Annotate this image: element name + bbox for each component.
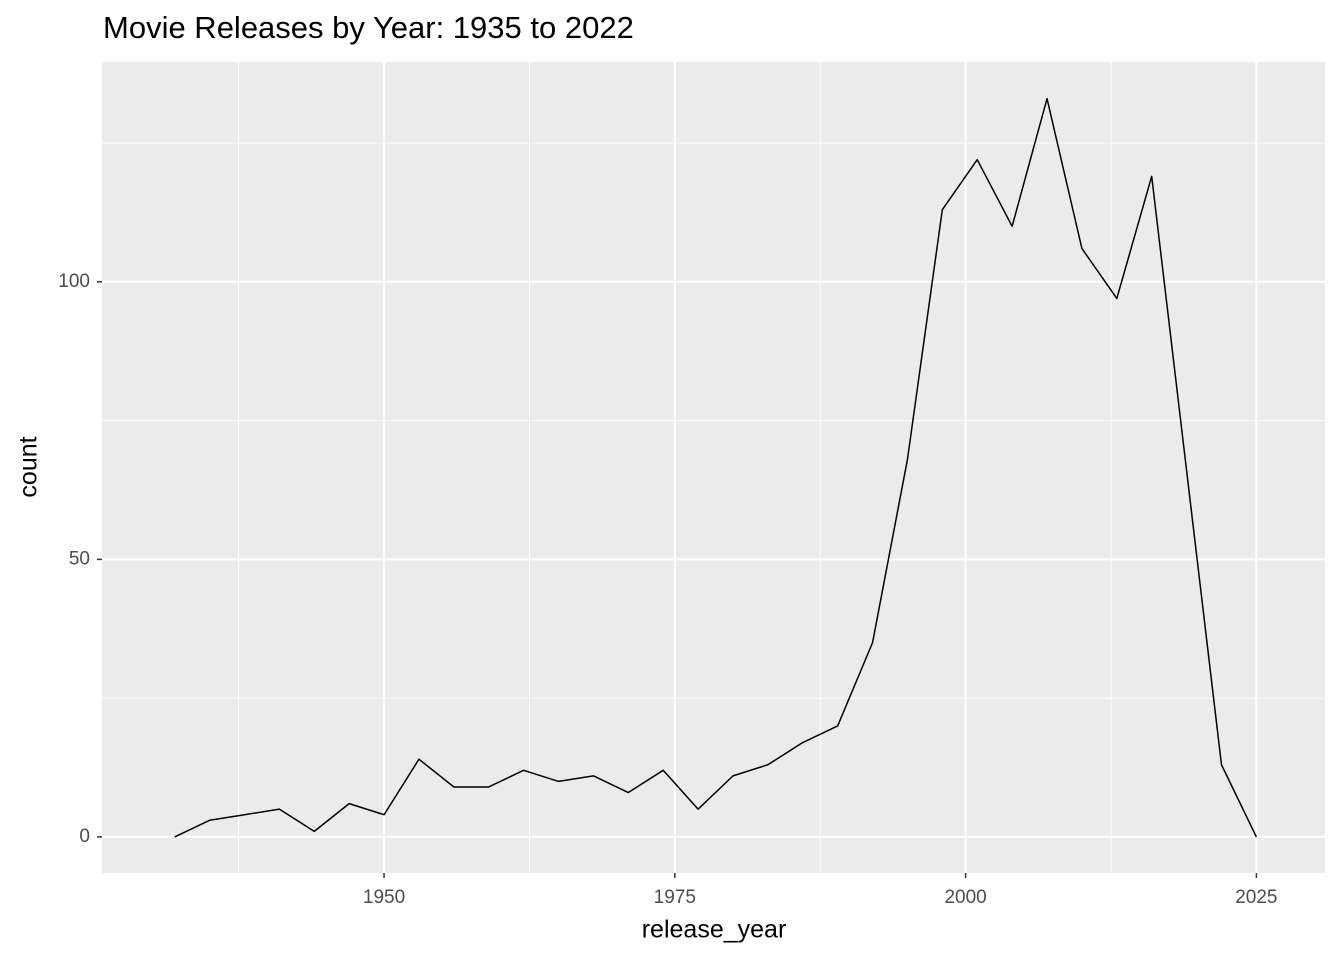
y-tick-label: 100 [58, 271, 90, 292]
data-line [174, 97, 1258, 838]
y-tick-label: 0 [79, 826, 90, 847]
y-tick-label: 50 [69, 548, 90, 569]
x-tick-label: 1975 [654, 887, 696, 908]
x-tick-label: 2025 [1235, 887, 1277, 908]
y-axis-title: count [15, 436, 43, 497]
chart-title: Movie Releases by Year: 1935 to 2022 [103, 10, 634, 45]
x-tick-label: 2000 [944, 887, 986, 908]
plot-panel [102, 62, 1325, 873]
x-axis-title: release_year [642, 916, 787, 944]
x-tick-label: 1950 [363, 887, 405, 908]
